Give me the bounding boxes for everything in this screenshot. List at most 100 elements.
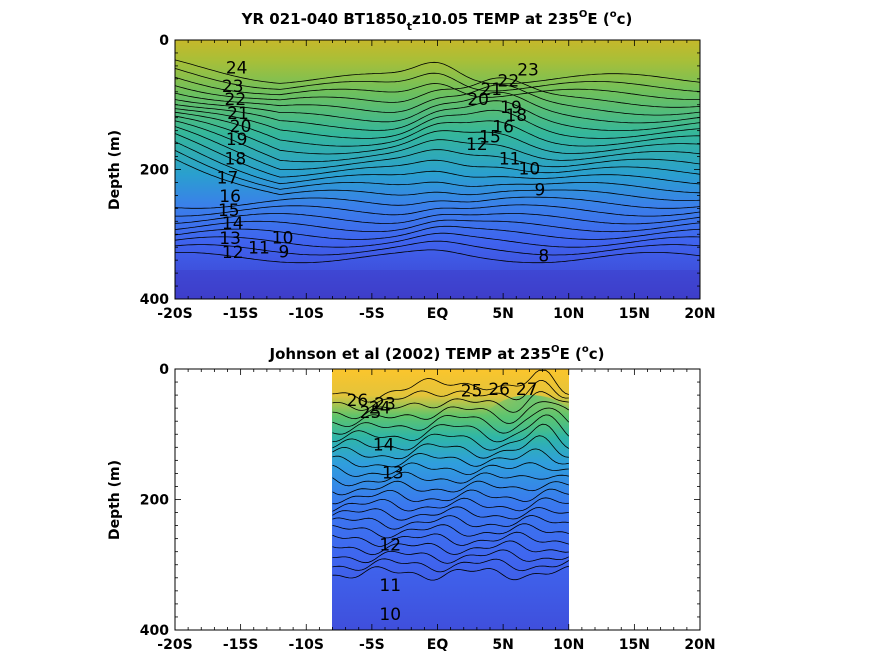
contour-line — [175, 149, 700, 194]
x-tick-label: 15N — [619, 637, 650, 653]
contour-line — [175, 120, 700, 163]
contour-line — [175, 133, 700, 178]
x-tick-label: -10S — [289, 637, 324, 653]
y-tick-label: 200 — [140, 493, 169, 509]
contour-label: 24 — [226, 59, 248, 79]
top-ylabel: Depth (m) — [107, 130, 123, 210]
contour-line — [332, 407, 569, 435]
contour-line — [175, 108, 700, 139]
x-tick-label: -5S — [359, 306, 385, 322]
contour-line — [332, 480, 569, 496]
contour-label: 21 — [480, 80, 502, 100]
contour-line — [332, 558, 569, 573]
contour-line — [175, 225, 700, 240]
contour-line — [332, 435, 569, 460]
contour-line — [175, 59, 700, 85]
contour-line — [332, 471, 569, 487]
contour-line — [175, 91, 700, 124]
contour-label: 18 — [225, 149, 247, 169]
x-tick-label: -5S — [359, 637, 385, 653]
contour-label: 13 — [219, 229, 241, 249]
contour-label: 22 — [498, 72, 520, 92]
contour-line — [332, 540, 569, 556]
x-tick-label: 20N — [684, 637, 715, 653]
bottom-heatmap — [332, 369, 569, 630]
y-tick-label: 0 — [159, 33, 169, 49]
bottom-panel: Johnson et al (2002) TEMP at 235OE (oc) … — [107, 344, 716, 653]
contour-label: 15 — [479, 127, 501, 147]
contour-label: 11 — [248, 239, 270, 259]
contour-line — [175, 111, 700, 147]
y-tick-label: 400 — [140, 623, 169, 639]
contour-label: 20 — [467, 90, 489, 110]
contour-line — [332, 391, 569, 420]
y-tick-label: 200 — [140, 163, 169, 179]
x-tick-label: -20S — [157, 306, 192, 322]
x-tick-label: 15N — [619, 306, 650, 322]
contour-label: 19 — [500, 98, 522, 118]
contour-line — [175, 141, 700, 185]
contour-line — [175, 240, 700, 256]
contour-line — [175, 115, 700, 155]
contour-label: 15 — [218, 201, 240, 221]
contour-label: 8 — [538, 246, 549, 266]
contour-line — [175, 84, 700, 116]
contour-label: 26 — [488, 380, 510, 400]
contour-line — [175, 76, 700, 100]
x-tick-label: -10S — [289, 306, 324, 322]
contour-label: 27 — [516, 380, 538, 400]
contour-label: 23 — [222, 77, 244, 97]
contour-line — [332, 401, 569, 427]
x-tick-label: 5N — [492, 306, 513, 322]
contour-line — [175, 158, 700, 201]
contour-line — [175, 77, 700, 108]
contour-label: 22 — [225, 90, 247, 110]
contour-label: 9 — [279, 243, 290, 263]
y-tick-label: 400 — [140, 292, 169, 308]
contour-label: 12 — [379, 535, 401, 555]
contour-line — [332, 497, 569, 512]
contour-label: 23 — [517, 61, 539, 81]
x-tick-label: 10N — [553, 637, 584, 653]
contour-label: 18 — [505, 106, 527, 126]
contour-line — [175, 100, 700, 131]
contour-label: 11 — [499, 149, 521, 169]
contour-label: 10 — [379, 605, 401, 625]
contour-label: 9 — [534, 180, 545, 200]
contour-label: 21 — [227, 104, 249, 124]
x-tick-label: 5N — [492, 637, 513, 653]
contour-line — [332, 506, 569, 521]
contour-label: 24 — [369, 398, 391, 418]
contour-line — [332, 423, 569, 451]
contour-label: 16 — [492, 118, 514, 138]
contour-line — [332, 369, 569, 403]
top-panel: YR 021-040 BT1850tz10.05 TEMP at 235OE (… — [107, 9, 716, 322]
x-tick-label: EQ — [427, 637, 449, 653]
contour-label: 20 — [230, 117, 252, 137]
bottom-ylabel: Depth (m) — [107, 460, 123, 540]
contour-line — [175, 213, 700, 225]
contour-line — [175, 219, 700, 233]
top-heatmap — [175, 40, 700, 299]
contour-line — [332, 448, 569, 468]
contour-line — [332, 523, 569, 539]
top-title: YR 021-040 BT1850tz10.05 TEMP at 235OE (… — [241, 9, 633, 33]
x-tick-label: -20S — [157, 637, 192, 653]
contour-label: 19 — [226, 130, 248, 150]
x-tick-label: -15S — [223, 306, 258, 322]
bottom-title: Johnson et al (2002) TEMP at 235OE (oc) — [268, 344, 604, 363]
contour-line — [332, 531, 569, 547]
contour-line — [332, 462, 569, 477]
contour-line — [332, 379, 569, 411]
contour-label: 14 — [222, 214, 244, 234]
contour-label: 26 — [347, 391, 369, 411]
contour-label: 14 — [373, 436, 395, 456]
y-tick-label: 0 — [159, 362, 169, 378]
contour-label: 11 — [379, 576, 401, 596]
contour-line — [175, 249, 700, 264]
contour-label: 16 — [219, 187, 241, 207]
contour-label: 12 — [222, 243, 244, 263]
x-tick-label: 10N — [553, 306, 584, 322]
contour-line — [332, 488, 569, 505]
